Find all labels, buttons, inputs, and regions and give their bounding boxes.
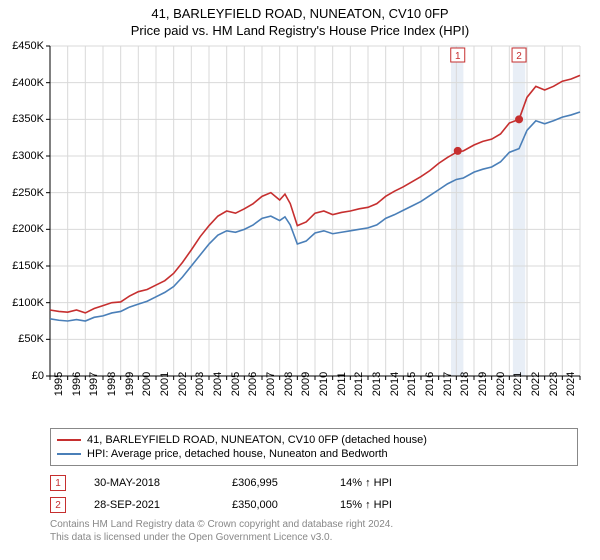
svg-text:2: 2 <box>516 51 522 62</box>
x-tick-label: 1999 <box>124 372 136 396</box>
y-tick-label: £150K <box>12 260 44 272</box>
event-date: 28-SEP-2021 <box>94 499 204 511</box>
x-tick-label: 2010 <box>318 372 330 396</box>
x-tick-label: 2011 <box>336 372 348 396</box>
x-tick-label: 2004 <box>212 372 224 396</box>
legend-item: 41, BARLEYFIELD ROAD, NUNEATON, CV10 0FP… <box>57 433 571 447</box>
y-tick-label: £400K <box>12 77 44 89</box>
legend-label: 41, BARLEYFIELD ROAD, NUNEATON, CV10 0FP… <box>87 434 427 446</box>
x-tick-label: 2024 <box>565 372 577 396</box>
event-price: £306,995 <box>232 477 312 489</box>
chart-svg: 12 <box>50 46 580 376</box>
x-tick-label: 2007 <box>265 372 277 396</box>
footer-line: This data is licensed under the Open Gov… <box>50 531 393 544</box>
x-tick-label: 2013 <box>371 372 383 396</box>
x-tick-label: 1996 <box>71 372 83 396</box>
legend: 41, BARLEYFIELD ROAD, NUNEATON, CV10 0FP… <box>50 428 578 466</box>
y-tick-label: £300K <box>12 150 44 162</box>
x-tick-label: 2006 <box>247 372 259 396</box>
x-tick-label: 1995 <box>53 372 65 396</box>
x-tick-label: 2023 <box>548 372 560 396</box>
svg-text:1: 1 <box>455 51 461 62</box>
x-tick-label: 2008 <box>283 372 295 396</box>
chart-title: 41, BARLEYFIELD ROAD, NUNEATON, CV10 0FP <box>0 0 600 21</box>
legend-swatch <box>57 439 81 441</box>
event-list: 1 30-MAY-2018 £306,995 14% ↑ HPI 2 28-SE… <box>50 472 392 516</box>
x-tick-label: 2018 <box>459 372 471 396</box>
y-tick-label: £200K <box>12 223 44 235</box>
chart-plot-area: 12 <box>50 46 580 376</box>
x-tick-label: 2003 <box>194 372 206 396</box>
x-tick-label: 2019 <box>477 372 489 396</box>
x-tick-label: 2012 <box>353 372 365 396</box>
x-tick-label: 2015 <box>406 372 418 396</box>
y-tick-label: £350K <box>12 113 44 125</box>
x-tick-label: 2021 <box>512 372 524 396</box>
x-tick-label: 1998 <box>106 372 118 396</box>
footer-line: Contains HM Land Registry data © Crown c… <box>50 518 393 531</box>
event-row: 2 28-SEP-2021 £350,000 15% ↑ HPI <box>50 494 392 516</box>
legend-label: HPI: Average price, detached house, Nune… <box>87 448 388 460</box>
x-tick-label: 2000 <box>141 372 153 396</box>
x-tick-label: 2005 <box>230 372 242 396</box>
event-marker: 2 <box>50 497 66 513</box>
event-pct: 14% ↑ HPI <box>340 477 392 489</box>
x-tick-label: 1997 <box>88 372 100 396</box>
event-price: £350,000 <box>232 499 312 511</box>
x-tick-label: 2017 <box>442 372 454 396</box>
y-tick-label: £250K <box>12 187 44 199</box>
x-tick-label: 2014 <box>389 372 401 396</box>
y-tick-label: £450K <box>12 40 44 52</box>
y-tick-label: £0 <box>32 370 44 382</box>
legend-item: HPI: Average price, detached house, Nune… <box>57 447 571 461</box>
x-tick-label: 2016 <box>424 372 436 396</box>
chart-container: 41, BARLEYFIELD ROAD, NUNEATON, CV10 0FP… <box>0 0 600 560</box>
event-row: 1 30-MAY-2018 £306,995 14% ↑ HPI <box>50 472 392 494</box>
x-tick-label: 2022 <box>530 372 542 396</box>
x-tick-label: 2002 <box>177 372 189 396</box>
x-tick-label: 2020 <box>495 372 507 396</box>
y-tick-label: £100K <box>12 297 44 309</box>
legend-swatch <box>57 453 81 455</box>
x-tick-label: 2009 <box>300 372 312 396</box>
y-tick-label: £50K <box>18 333 44 345</box>
event-pct: 15% ↑ HPI <box>340 499 392 511</box>
chart-subtitle: Price paid vs. HM Land Registry's House … <box>0 21 600 38</box>
footer: Contains HM Land Registry data © Crown c… <box>50 518 393 544</box>
event-date: 30-MAY-2018 <box>94 477 204 489</box>
event-marker: 1 <box>50 475 66 491</box>
x-tick-label: 2001 <box>159 372 171 396</box>
